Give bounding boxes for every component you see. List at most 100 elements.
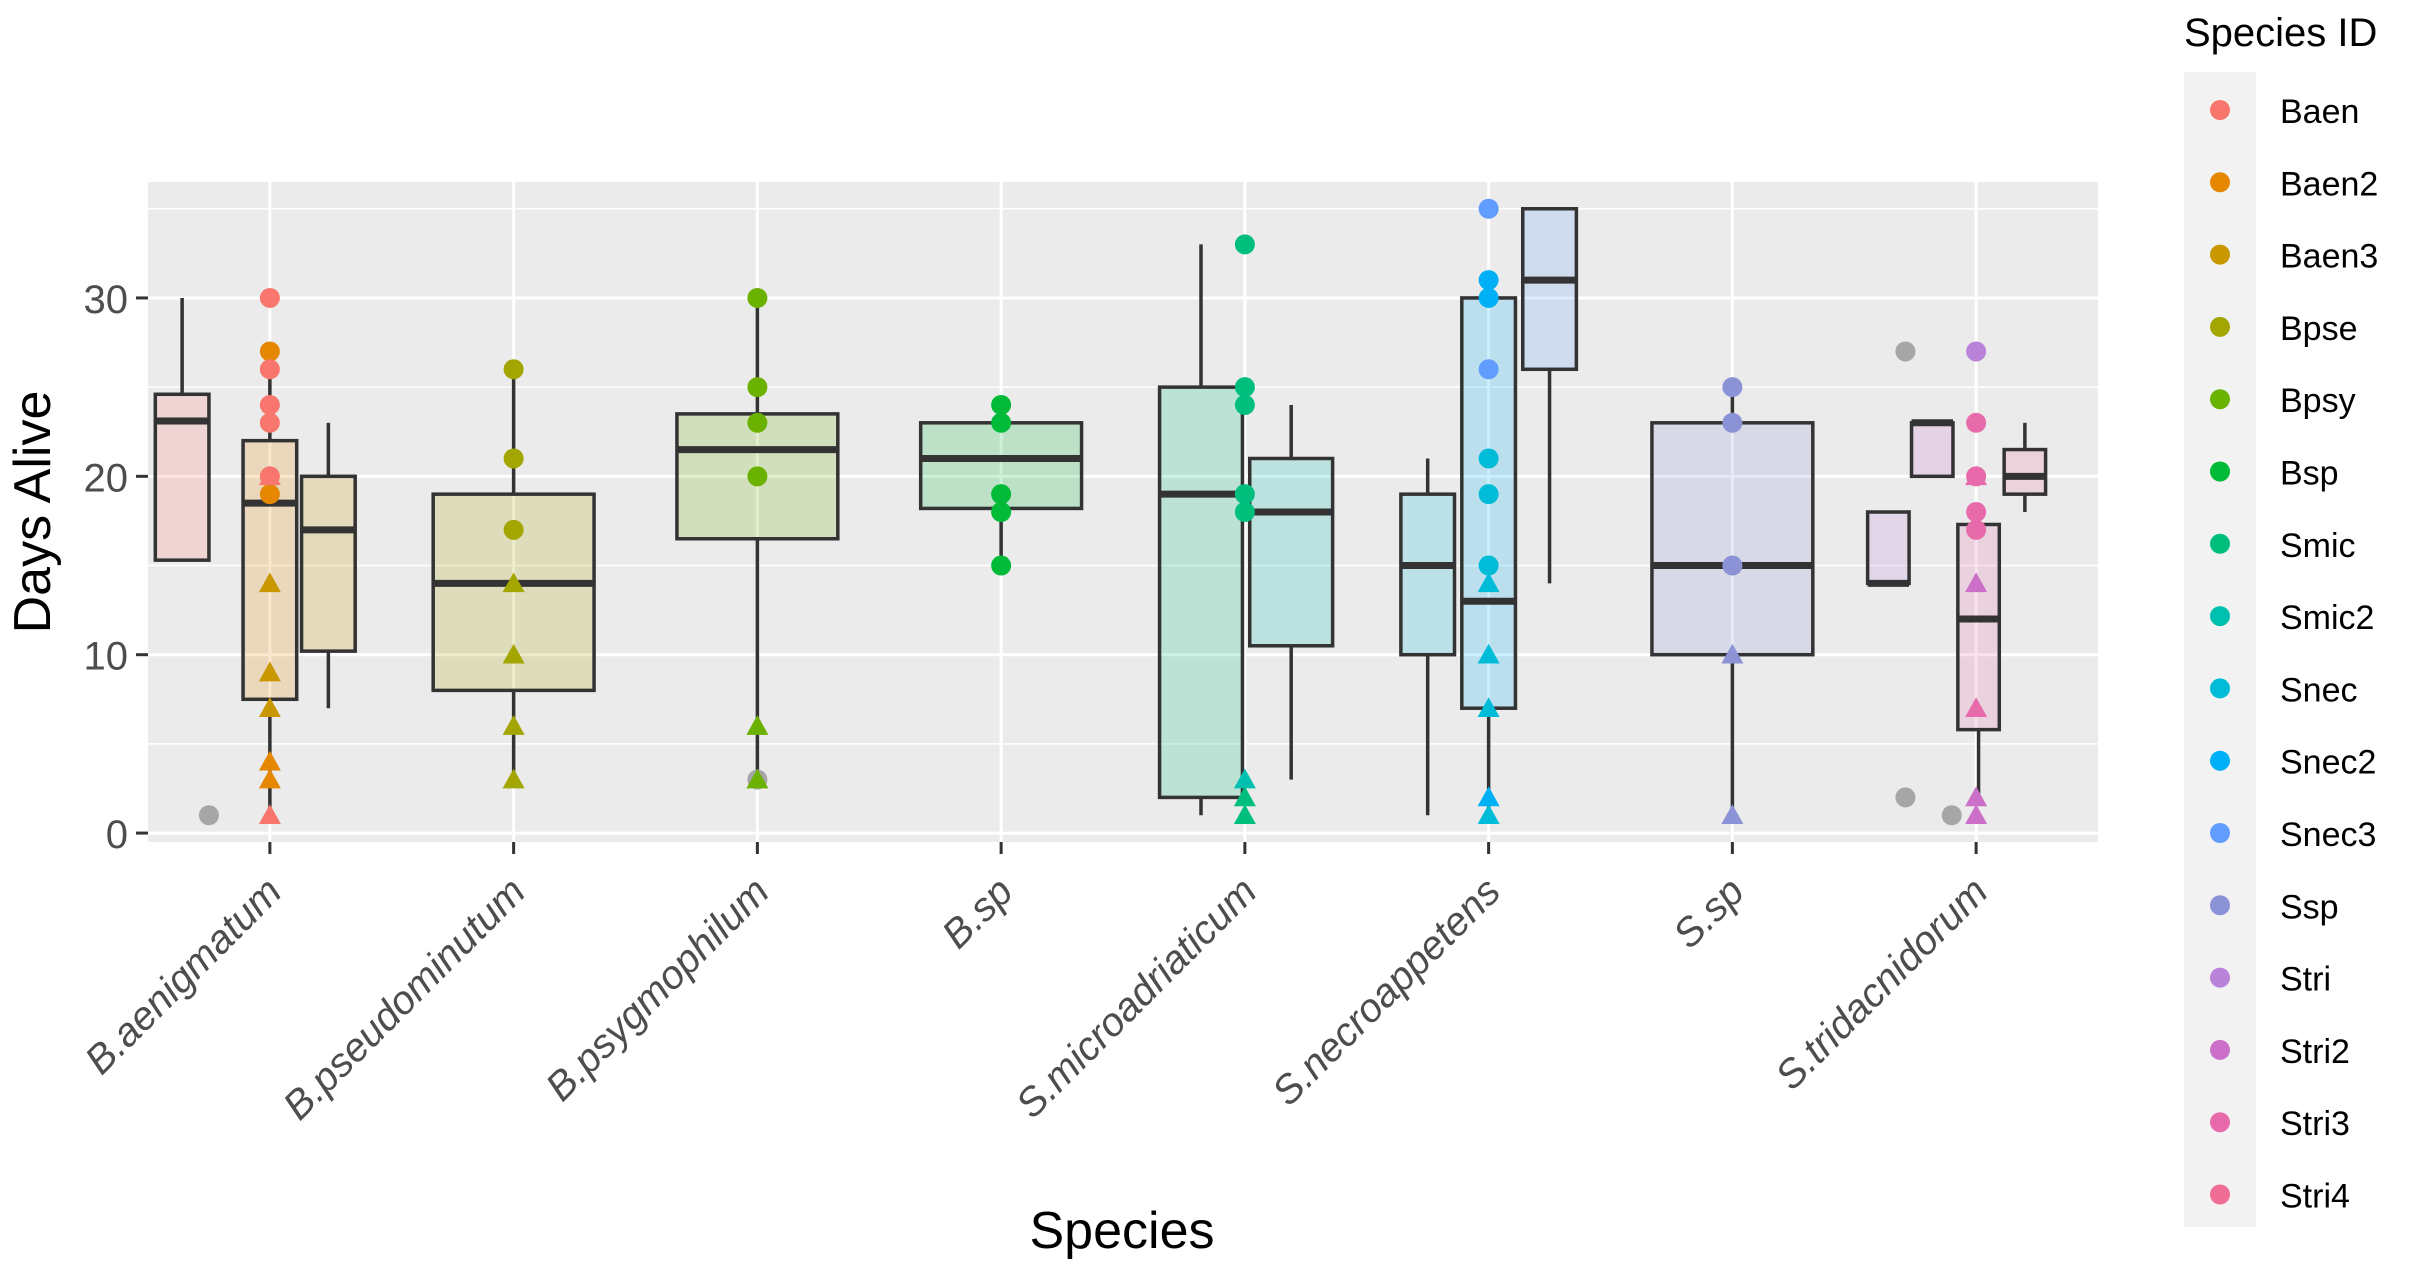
data-point-circle (1966, 502, 1987, 522)
legend-label: Snec (2280, 671, 2358, 709)
x-tick-label: S.sp (1665, 869, 1753, 957)
legend-item-stri2: Stri2 (2210, 1033, 2350, 1071)
data-point-circle (1478, 270, 1499, 291)
data-point-triangle (1233, 768, 1256, 789)
x-tick-label: S.tridacnidorum (1767, 869, 1996, 1098)
data-point-triangle (258, 750, 281, 771)
box-S.necroappetens (1399, 458, 1457, 816)
data-point-triangle (1477, 786, 1500, 807)
legend-key-marker (2210, 967, 2230, 988)
x-tick-label: B.sp (934, 869, 1022, 957)
data-point-circle (991, 412, 1012, 433)
legend-key-marker (2210, 1184, 2230, 1205)
legend-label: Snec2 (2280, 744, 2376, 782)
data-point-triangle (1477, 804, 1500, 825)
data-point-circle (747, 377, 768, 398)
data-point-circle (1234, 484, 1255, 505)
y-axis-title: Days Alive (4, 391, 62, 634)
data-point-circle (1722, 555, 1743, 576)
legend-items: Baen Baen2 Baen3 Bpse Bpsy Bsp Smic Smic2 Snec Sn… (2210, 93, 2378, 1216)
box-S.tridacnidorum (2002, 422, 2048, 512)
legend-label: Smic (2280, 527, 2356, 565)
data-point-triangle (258, 768, 281, 789)
data-point-triangle (1965, 572, 1988, 593)
plot-panel (148, 182, 2098, 842)
x-tick-label: S.microadriaticum (1008, 869, 1265, 1126)
data-point-triangle (746, 715, 769, 735)
legend-label: Baen2 (2280, 165, 2378, 203)
data-point-circle (991, 484, 1012, 505)
legend-label: Snec3 (2280, 816, 2376, 854)
box-body (1956, 522, 2002, 732)
data-point-triangle (1965, 804, 1988, 825)
data-point-triangle (258, 661, 281, 682)
legend-item-stri3: Stri3 (2210, 1105, 2350, 1143)
data-point-circle (259, 394, 280, 415)
legend-key-marker (2210, 823, 2230, 843)
data-point-circle (1895, 341, 1916, 362)
box-body (1650, 421, 1815, 657)
box-S.tridacnidorum (1956, 512, 2002, 798)
data-point-triangle (1233, 786, 1256, 807)
legend-title: Species ID (2184, 11, 2377, 55)
box-body (2002, 447, 2048, 496)
data-point-triangle (258, 697, 281, 718)
box-B.aenigmatum (153, 297, 211, 562)
box-body (299, 474, 357, 653)
data-point-triangle (1477, 572, 1500, 593)
data-point-circle (747, 466, 768, 487)
legend-key-marker (2210, 606, 2230, 627)
box-B.aenigmatum (299, 422, 357, 709)
legend-item-stri: Stri (2210, 961, 2331, 999)
y-tick-label: 20 (84, 456, 129, 500)
y-tick-label: 0 (106, 813, 128, 857)
legend-key-marker (2210, 461, 2230, 482)
legend-item-baen3: Baen3 (2210, 238, 2378, 276)
legend-label: Bsp (2280, 455, 2339, 493)
data-point-circle (503, 448, 524, 469)
legend-key-marker (2210, 750, 2230, 771)
data-point-circle (503, 519, 524, 540)
legend-key-marker (2210, 895, 2230, 916)
x-tick-label: B.psygmophilum (538, 869, 778, 1109)
data-point-circle (259, 287, 280, 308)
data-point-circle (1966, 519, 1987, 540)
legend-item-bpse: Bpse (2210, 310, 2358, 348)
box-B.sp (918, 404, 1084, 566)
y-tick-label: 10 (84, 635, 129, 679)
data-point-triangle (502, 572, 525, 593)
data-point-triangle (1477, 697, 1500, 718)
legend-item-snec2: Snec2 (2210, 744, 2376, 782)
data-point-triangle (746, 768, 769, 789)
legend-label: Baen3 (2280, 238, 2378, 276)
box-body (1909, 421, 1955, 479)
data-point-circle (1895, 787, 1916, 808)
data-point-triangle (502, 715, 525, 735)
data-point-circle (1478, 484, 1499, 505)
data-point-circle (1941, 805, 1962, 826)
legend-item-stri4: Stri4 (2210, 1178, 2350, 1216)
data-point-circle (1966, 341, 1987, 362)
data-point-triangle (258, 804, 281, 825)
box-body (1399, 492, 1457, 657)
data-point-circle (1722, 377, 1743, 398)
data-point-triangle (502, 768, 525, 789)
data-point-circle (259, 341, 280, 362)
legend-key-marker (2210, 316, 2230, 337)
legend-label: Stri (2280, 961, 2331, 999)
legend-label: Smic2 (2280, 599, 2374, 637)
data-point-triangle (1477, 643, 1500, 664)
data-point-circle (991, 394, 1012, 415)
box-body (1248, 456, 1335, 648)
legend-item-ssp: Ssp (2210, 888, 2339, 926)
y-tick-label: 30 (84, 278, 129, 322)
box-S.tridacnidorum (1865, 510, 1911, 587)
data-point-circle (259, 484, 280, 505)
data-point-triangle (1721, 643, 1744, 664)
legend-item-bpsy: Bpsy (2210, 382, 2356, 420)
data-point-triangle (1965, 786, 1988, 807)
data-point-circle (1966, 412, 1987, 433)
x-tick-label: S.necroappetens (1264, 869, 1509, 1114)
